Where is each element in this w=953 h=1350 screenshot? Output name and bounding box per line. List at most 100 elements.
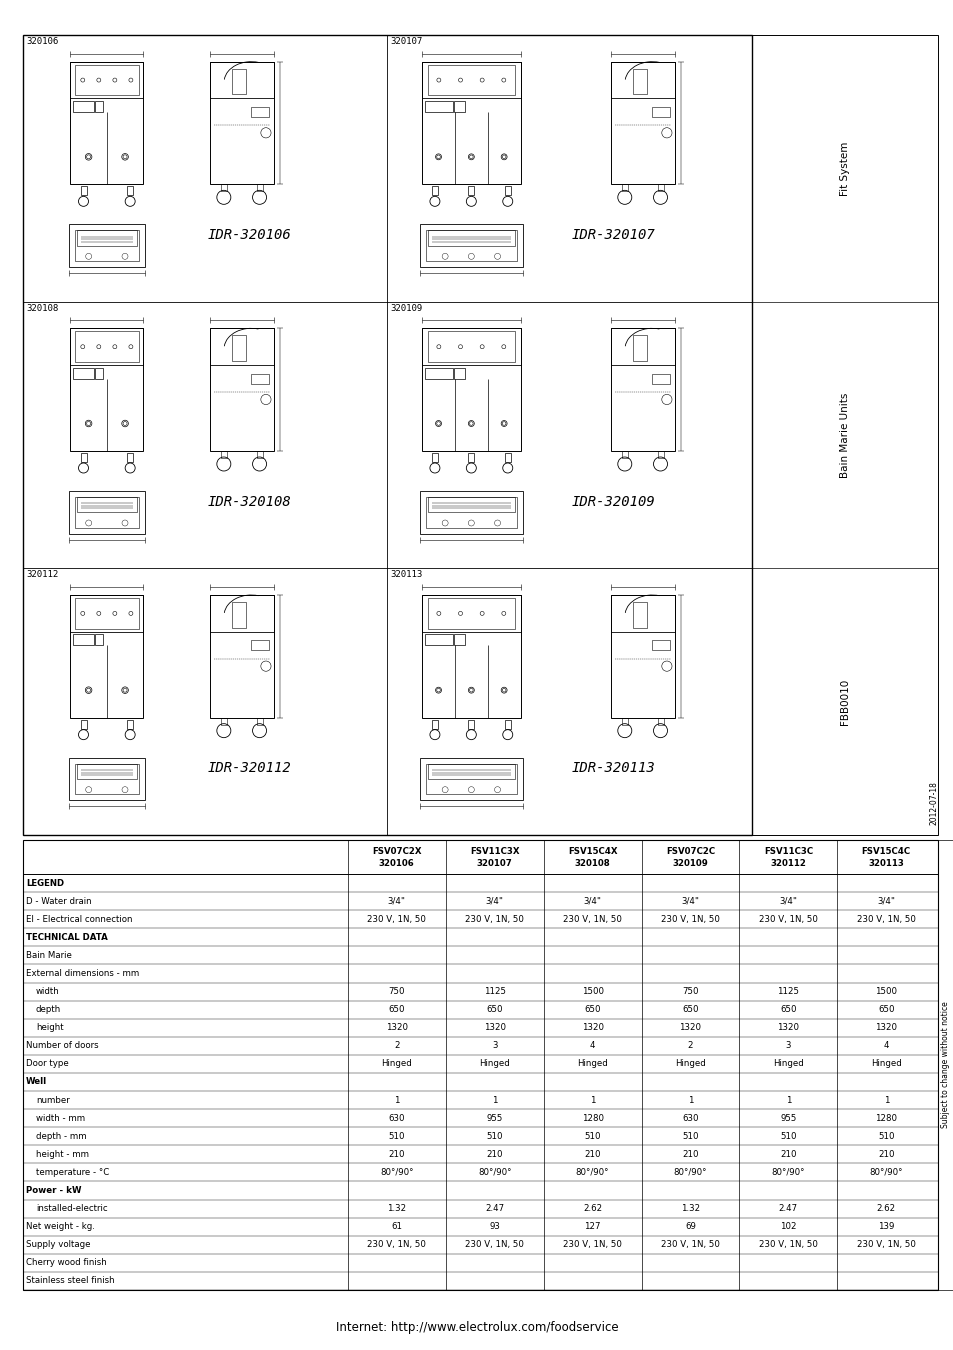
Bar — [23, 35, 751, 836]
Text: 210: 210 — [584, 1150, 600, 1158]
Bar — [210, 62, 274, 99]
Text: IDR-320109: IDR-320109 — [571, 494, 655, 509]
Bar — [127, 720, 133, 729]
Text: 2.62: 2.62 — [582, 1204, 601, 1214]
Bar — [76, 231, 137, 246]
Text: IDR-320108: IDR-320108 — [207, 494, 291, 509]
Text: 2: 2 — [394, 1041, 399, 1050]
Text: 210: 210 — [681, 1150, 698, 1158]
Text: depth - mm: depth - mm — [36, 1131, 87, 1141]
Bar — [425, 764, 517, 794]
Bar — [657, 718, 663, 725]
Bar — [94, 101, 103, 112]
Text: IDR-320113: IDR-320113 — [571, 761, 655, 775]
Text: El - Electrical connection: El - Electrical connection — [26, 915, 132, 923]
Bar — [751, 35, 937, 836]
Text: 3/4": 3/4" — [485, 896, 503, 906]
Bar — [127, 186, 133, 196]
Text: 80°/90°: 80°/90° — [673, 1168, 706, 1177]
Bar — [419, 491, 522, 533]
Text: Hinged: Hinged — [478, 1060, 510, 1068]
Text: 230 V, 1N, 50: 230 V, 1N, 50 — [367, 1241, 426, 1249]
Text: Number of doors: Number of doors — [26, 1041, 98, 1050]
Text: 210: 210 — [877, 1150, 894, 1158]
Text: IDR-320112: IDR-320112 — [207, 761, 291, 775]
Text: 1.32: 1.32 — [387, 1204, 406, 1214]
Bar — [427, 764, 515, 779]
Bar — [432, 720, 437, 729]
Text: 320109: 320109 — [672, 859, 708, 868]
Text: 320108: 320108 — [574, 859, 610, 868]
Text: 2: 2 — [687, 1041, 693, 1050]
Text: 230 V, 1N, 50: 230 V, 1N, 50 — [660, 1241, 720, 1249]
Text: 1: 1 — [882, 1096, 888, 1104]
Text: Hinged: Hinged — [772, 1060, 803, 1068]
Bar — [73, 367, 93, 378]
Bar — [425, 101, 453, 112]
Text: 510: 510 — [780, 1131, 796, 1141]
Text: 1320: 1320 — [777, 1023, 799, 1033]
Text: 320107: 320107 — [390, 36, 422, 46]
Bar — [71, 62, 143, 99]
Bar — [69, 757, 145, 801]
Bar — [73, 101, 93, 112]
Bar — [428, 598, 514, 629]
Text: 80°/90°: 80°/90° — [868, 1168, 902, 1177]
Text: 93: 93 — [489, 1222, 499, 1231]
Text: number: number — [36, 1096, 70, 1104]
Bar — [428, 331, 514, 362]
Text: IDR-320106: IDR-320106 — [207, 228, 291, 242]
Text: 210: 210 — [486, 1150, 502, 1158]
Text: 3/4": 3/4" — [387, 896, 405, 906]
Bar — [220, 185, 227, 192]
Bar — [421, 328, 520, 365]
Text: 1: 1 — [492, 1096, 497, 1104]
Text: 2.47: 2.47 — [778, 1204, 797, 1214]
Text: 510: 510 — [388, 1131, 405, 1141]
Text: 320109: 320109 — [390, 304, 422, 313]
Bar — [210, 328, 274, 365]
Text: 61: 61 — [391, 1222, 402, 1231]
Bar — [23, 840, 937, 1291]
Bar — [232, 335, 246, 362]
Bar — [80, 186, 87, 196]
Text: 2012-07-18: 2012-07-18 — [928, 782, 938, 825]
Bar — [210, 595, 274, 632]
Text: D - Water drain: D - Water drain — [26, 896, 91, 906]
Text: 3/4": 3/4" — [680, 896, 699, 906]
Bar — [427, 231, 515, 246]
Text: 510: 510 — [584, 1131, 600, 1141]
Bar — [468, 720, 474, 729]
Bar — [74, 331, 139, 362]
Text: 139: 139 — [877, 1222, 894, 1231]
Text: 230 V, 1N, 50: 230 V, 1N, 50 — [562, 915, 621, 923]
Text: 230 V, 1N, 50: 230 V, 1N, 50 — [759, 1241, 817, 1249]
Text: 750: 750 — [681, 987, 698, 996]
Text: 230 V, 1N, 50: 230 V, 1N, 50 — [562, 1241, 621, 1249]
Text: 230 V, 1N, 50: 230 V, 1N, 50 — [856, 915, 915, 923]
Text: 1280: 1280 — [875, 1114, 897, 1123]
Bar — [256, 718, 262, 725]
Text: Hinged: Hinged — [577, 1060, 607, 1068]
Text: 3/4": 3/4" — [779, 896, 797, 906]
Bar — [74, 764, 139, 794]
Bar — [610, 328, 674, 451]
Text: 210: 210 — [780, 1150, 796, 1158]
Bar — [610, 595, 674, 632]
Bar — [633, 335, 646, 362]
Bar — [633, 602, 646, 628]
Bar — [421, 62, 520, 185]
Bar — [621, 185, 627, 192]
Bar — [94, 367, 103, 378]
Text: FSV07C2X: FSV07C2X — [372, 848, 421, 856]
Bar — [657, 185, 663, 192]
Text: LEGEND: LEGEND — [26, 879, 64, 887]
Text: 2.62: 2.62 — [876, 1204, 895, 1214]
Text: Hinged: Hinged — [870, 1060, 901, 1068]
Bar — [251, 640, 269, 651]
Bar — [80, 720, 87, 729]
Text: 102: 102 — [780, 1222, 796, 1231]
Text: Net weight - kg.: Net weight - kg. — [26, 1222, 94, 1231]
Bar — [220, 451, 227, 458]
Text: 230 V, 1N, 50: 230 V, 1N, 50 — [856, 1241, 915, 1249]
